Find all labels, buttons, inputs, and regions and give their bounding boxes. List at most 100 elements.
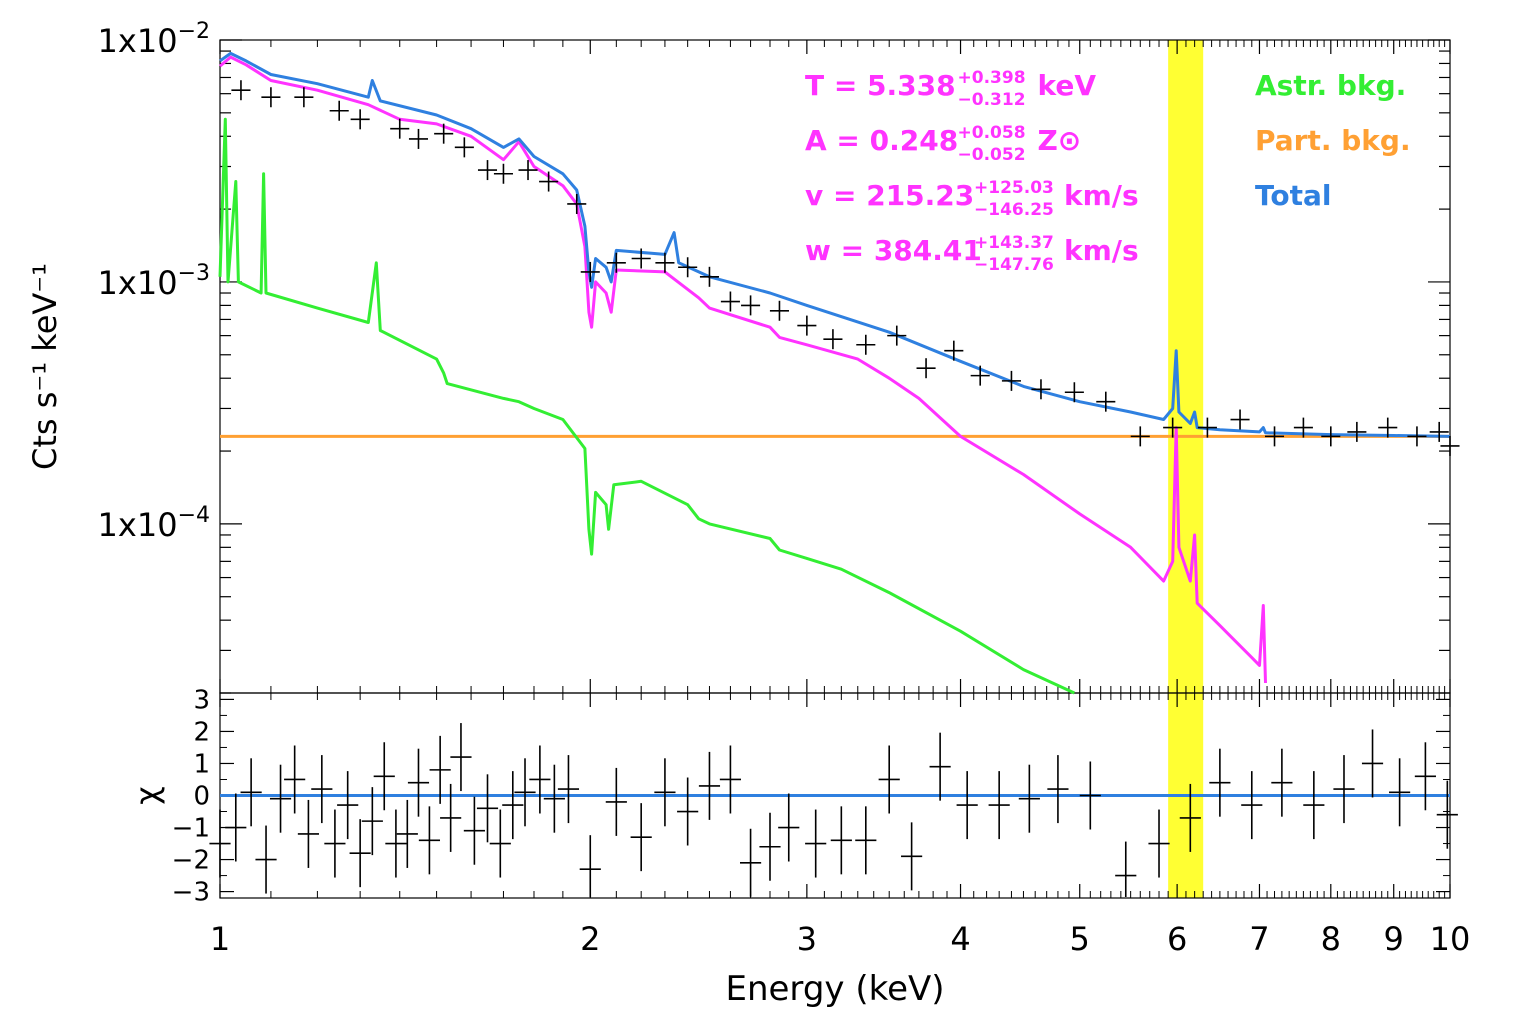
- data-point: [970, 365, 990, 386]
- data-point: [518, 160, 538, 181]
- legend-total: Total: [1255, 179, 1332, 212]
- residual-point: [373, 742, 395, 811]
- residual-point: [1115, 841, 1137, 897]
- data-point: [261, 87, 281, 108]
- resid-y-tick-label: 1: [193, 749, 210, 779]
- residual-point: [324, 809, 346, 878]
- residual-point: [429, 735, 451, 804]
- fit-parameter-upper-error: +125.03: [974, 178, 1054, 198]
- residual-points: [209, 723, 1458, 897]
- data-point: [797, 315, 817, 336]
- fit-parameter-upper-error: +143.37: [974, 233, 1054, 253]
- data-point: [390, 118, 410, 139]
- data-point: [856, 334, 876, 355]
- resid-y-tick-label: −3: [172, 878, 210, 908]
- x-tick-label: 7: [1249, 920, 1269, 958]
- residual-point: [450, 723, 472, 792]
- data-point: [408, 128, 429, 149]
- data-point: [916, 358, 936, 379]
- x-tick-label: 10: [1430, 920, 1471, 958]
- data-point: [699, 266, 719, 287]
- data-point: [1293, 417, 1313, 438]
- residual-point: [1079, 761, 1101, 830]
- residual-point: [929, 732, 951, 801]
- fit-parameter-unit: km/s: [1064, 179, 1139, 212]
- residual-point: [255, 825, 277, 894]
- residual-point: [476, 774, 499, 843]
- residual-point: [514, 758, 536, 827]
- residual-point: [1209, 748, 1231, 817]
- data-point: [1264, 426, 1285, 447]
- data-point: [1096, 391, 1116, 412]
- x-tick-label: 9: [1384, 920, 1404, 958]
- resid-y-tick-label: −1: [172, 814, 210, 844]
- x-tick-label: 2: [580, 920, 600, 958]
- x-tick-label: 6: [1167, 920, 1187, 958]
- legend-part-bkg: Part. bkg.: [1255, 124, 1411, 157]
- residual-point: [1333, 755, 1355, 824]
- legend-astr-bkg: Astr. bkg.: [1255, 69, 1406, 102]
- data-points: [231, 80, 1460, 456]
- data-point: [1429, 421, 1449, 442]
- residual-point: [1303, 771, 1325, 840]
- residual-point: [698, 751, 721, 820]
- residual-point: [1389, 758, 1411, 827]
- fit-parameter-t: T = 5.338: [805, 69, 956, 102]
- data-point: [231, 80, 251, 101]
- residual-point: [579, 835, 601, 897]
- residual-point: [901, 822, 923, 891]
- data-point: [944, 340, 964, 361]
- residual-point: [1414, 742, 1436, 811]
- data-point: [493, 163, 513, 184]
- residual-point: [396, 799, 418, 868]
- data-point: [1163, 417, 1183, 438]
- data-point: [655, 252, 675, 273]
- residual-point: [1436, 780, 1458, 849]
- residual-point: [349, 819, 371, 888]
- axes-frames: [219, 39, 1451, 899]
- fit-parameter-unit: keV: [1038, 69, 1097, 102]
- data-point: [539, 171, 559, 192]
- data-point: [887, 325, 907, 346]
- resid-y-tick-label: −2: [172, 846, 210, 876]
- x-tick-label: 5: [1070, 920, 1090, 958]
- residual-point: [654, 758, 676, 827]
- fit-parameter-upper-error: +0.058: [958, 123, 1026, 143]
- residual-point: [605, 767, 627, 836]
- data-point: [1378, 417, 1398, 438]
- residual-point: [1148, 809, 1170, 878]
- data-point: [1031, 379, 1051, 400]
- fit-parameter-lower-error: −147.76: [974, 255, 1054, 275]
- data-point: [1064, 382, 1084, 403]
- data-point: [294, 87, 314, 108]
- residual-point: [630, 803, 652, 872]
- residual-point: [677, 777, 699, 846]
- data-point: [477, 160, 498, 181]
- residual-point: [778, 793, 800, 862]
- residual-point: [225, 793, 247, 862]
- residual-axis-label: χ: [128, 786, 166, 804]
- residual-point: [557, 755, 580, 824]
- series-source: [219, 55, 1267, 684]
- fit-parameter-unit: km/s: [1064, 234, 1139, 267]
- data-point: [1407, 426, 1427, 447]
- residual-point: [463, 796, 485, 865]
- residual-point: [878, 745, 900, 814]
- residual-point: [529, 745, 551, 814]
- fit-parameter-lower-error: −146.25: [974, 200, 1054, 220]
- data-point: [434, 123, 454, 144]
- residual-point: [418, 806, 441, 875]
- resid-y-tick-label: 3: [193, 685, 210, 715]
- data-point: [329, 100, 349, 121]
- residual-point: [269, 764, 292, 833]
- resid-y-tick-label: 2: [193, 717, 210, 747]
- data-point: [1197, 417, 1217, 438]
- residual-point: [284, 745, 306, 814]
- fit-parameter-w: w = 384.41: [805, 234, 982, 267]
- series-total: [219, 51, 1451, 438]
- fit-parameter-lower-error: −0.312: [958, 90, 1026, 110]
- residual-point: [1047, 755, 1069, 824]
- y-axis-label: Cts s⁻¹ keV⁻¹: [26, 263, 64, 470]
- residual-point: [440, 783, 462, 852]
